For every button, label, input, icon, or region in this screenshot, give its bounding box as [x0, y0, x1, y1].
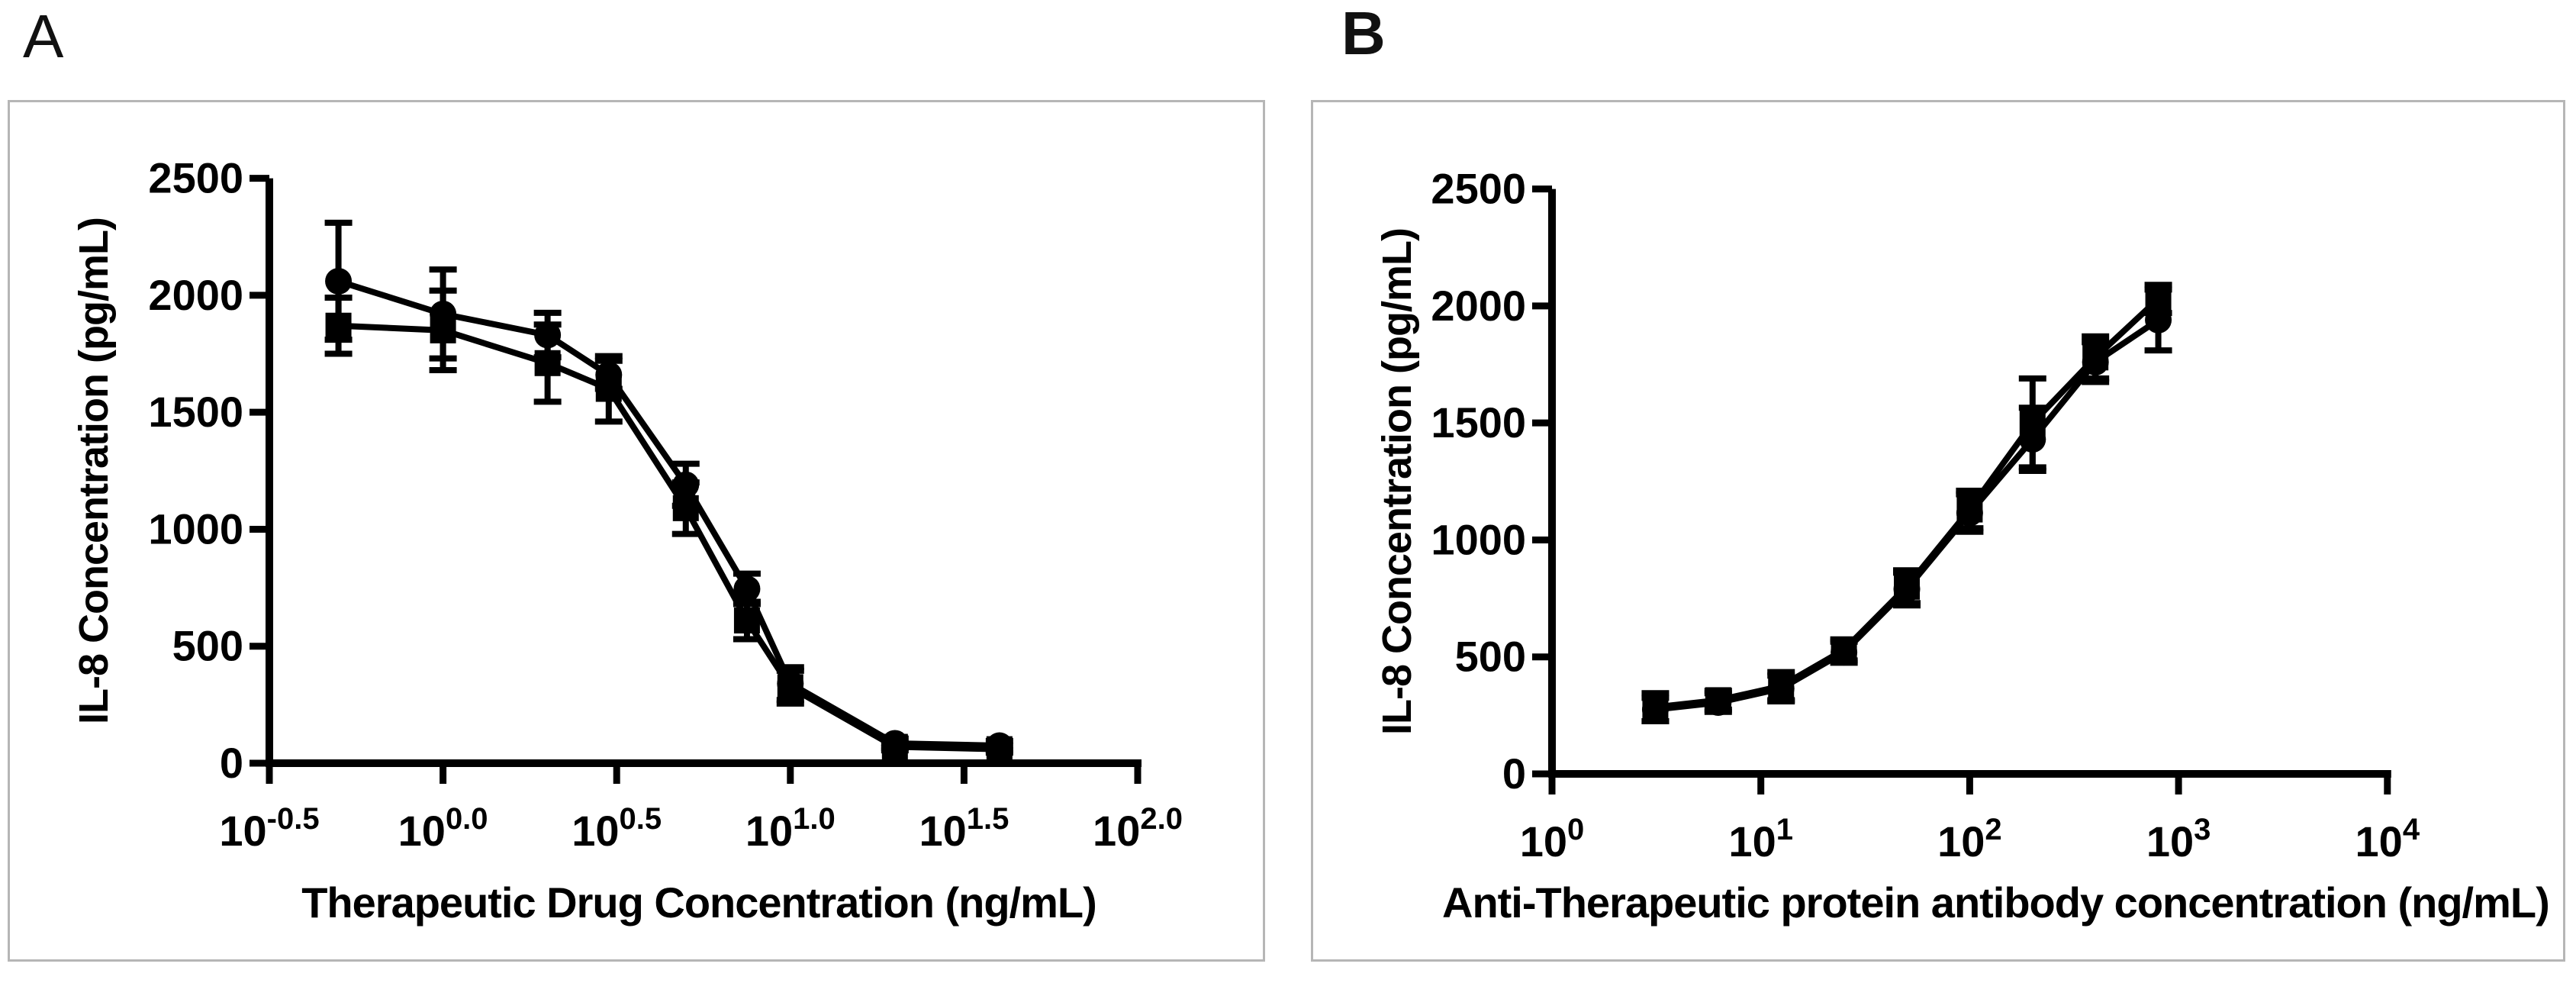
- chart-line-circle-series: [1654, 317, 2160, 713]
- panel-b-label: B: [1341, 0, 1386, 67]
- data-point-marker-square: [881, 733, 908, 760]
- data-point-marker-square: [2082, 344, 2109, 371]
- y-tick-label: 2000: [148, 271, 243, 319]
- x-tick-label: 104: [2355, 813, 2420, 865]
- data-point-marker-square: [986, 736, 1013, 762]
- panel-b-dose-response-chart: 0 500 1000 1500 2000 2500 100 101 102 103 104: [1311, 100, 2565, 962]
- data-point-marker-square: [672, 495, 699, 521]
- panel-a-plot: 0 500 1000 1500 2000 2500 10-0.5 100.0 100.5 101.…: [148, 154, 1183, 855]
- y-tick-label: 1000: [1431, 515, 1526, 563]
- panel-b-y-axis-title: IL-8 Concentration (pg/mL): [1374, 228, 1420, 735]
- axes: 0 500 1000 1500 2000 2500 10-0.5 100.0 100.5 101.…: [148, 154, 1183, 855]
- y-tick-label: 1000: [148, 504, 243, 553]
- panel-a-y-axis-title: IL-8 Concentration (pg/mL): [71, 218, 117, 724]
- x-tick-label: 100.0: [398, 802, 488, 855]
- data-point-marker-circle: [534, 321, 562, 349]
- panel-a-dose-response-chart: 0 500 1000 1500 2000 2500 10-0.5 100.0 100.5 101.…: [8, 100, 1265, 962]
- y-tick-label: 0: [1502, 749, 1526, 798]
- data-point-marker-square: [1831, 637, 1857, 663]
- chart-line-circle-series: [337, 278, 1000, 749]
- circle-series: [325, 267, 1013, 759]
- data-point-marker-circle: [325, 267, 353, 295]
- y-tick-label: 2500: [148, 154, 243, 202]
- x-tick-label: 101.5: [919, 802, 1009, 855]
- y-tick-label: 2000: [1431, 282, 1526, 330]
- x-tick-label: 101: [1728, 813, 1793, 865]
- data-point-marker-square: [777, 674, 803, 701]
- data-point-marker-circle: [672, 471, 700, 498]
- data-point-marker-square: [325, 312, 352, 339]
- data-point-marker-square: [430, 317, 456, 343]
- panel-a-x-axis-title: Therapeutic Drug Concentration (ng/mL): [301, 878, 1097, 927]
- data-point-marker-square: [733, 607, 760, 633]
- x-tick-label: 102.0: [1093, 802, 1183, 855]
- chart-line-square-series: [338, 322, 1000, 753]
- data-point-marker-square: [1705, 687, 1731, 714]
- data-point-marker-square: [595, 375, 622, 402]
- data-point-marker-square: [1642, 694, 1669, 720]
- x-tick-label: 103: [2146, 813, 2211, 865]
- panel-b-x-axis-title: Anti-Therapeutic protein antibody concen…: [1442, 878, 2550, 927]
- y-tick-label: 0: [220, 739, 243, 787]
- data-point-marker-square: [1768, 673, 1795, 700]
- y-tick-label: 1500: [1431, 398, 1526, 446]
- data-point-marker-square: [2019, 410, 2046, 437]
- x-tick-label: 100.5: [572, 802, 662, 855]
- x-tick-label: 102: [1937, 813, 2002, 865]
- data-point-marker-square: [1894, 573, 1921, 600]
- y-tick-label: 2500: [1431, 165, 1526, 213]
- x-tick-label: 101.0: [745, 802, 836, 855]
- panel-b-plot: 0 500 1000 1500 2000 2500 100 101 102 103 104: [1431, 165, 2420, 865]
- square-series: [1642, 285, 2172, 720]
- square-series: [325, 312, 1013, 762]
- data-point-marker-square: [2145, 285, 2172, 312]
- data-point-marker-circle: [2145, 306, 2172, 334]
- data-point-marker-circle: [733, 575, 761, 603]
- y-tick-label: 500: [172, 622, 243, 670]
- y-tick-label: 1500: [148, 388, 243, 436]
- panel-a-label: A: [23, 2, 64, 70]
- x-tick-label: 100: [1520, 813, 1585, 865]
- data-point-marker-square: [1956, 496, 1983, 523]
- axes: 0 500 1000 1500 2000 2500 100 101 102 103 104: [1431, 165, 2420, 865]
- data-point-marker-square: [534, 350, 561, 376]
- y-tick-label: 500: [1455, 633, 1526, 681]
- error-bars-square-series: [324, 287, 1013, 756]
- x-tick-label: 10-0.5: [219, 802, 319, 855]
